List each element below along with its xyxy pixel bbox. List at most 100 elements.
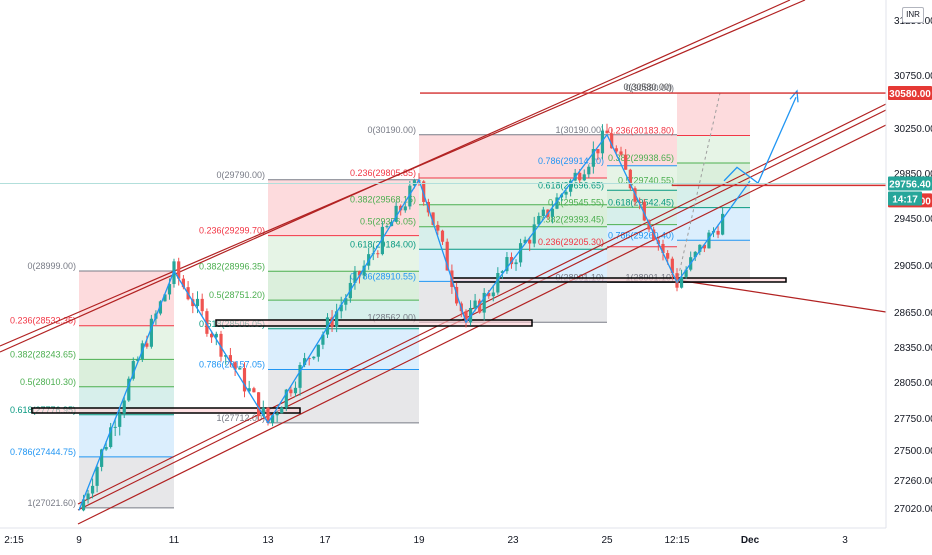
candle-body: [380, 226, 384, 255]
fib-band: [419, 134, 607, 178]
dashed-projection-line[interactable]: [676, 92, 721, 283]
candle-body: [362, 265, 366, 276]
price-tag[interactable]: [888, 86, 932, 101]
time-tick-label: 12:15: [664, 535, 689, 546]
candle-body: [500, 271, 504, 274]
candle-body: [440, 230, 445, 242]
trend-channel-line[interactable]: [77, 103, 887, 505]
candle-body: [652, 229, 656, 241]
candle-body: [569, 180, 573, 192]
candle-body: [505, 257, 509, 272]
fib-level-label: 0.236(29299.70): [199, 226, 265, 236]
candle-body: [578, 172, 582, 181]
fib-level-label: 0(30190.00): [367, 125, 416, 135]
fib-level-label: 0.236(29805.85): [350, 168, 416, 178]
support-zone-box[interactable]: [215, 319, 533, 327]
time-tick-label: 9: [76, 535, 82, 546]
fib-band: [268, 271, 419, 301]
fib-band: [607, 165, 677, 191]
time-tick-label: 25: [601, 535, 613, 546]
candle-body: [270, 415, 275, 424]
candle-body: [647, 220, 651, 230]
candle-body: [307, 358, 311, 360]
projection-path[interactable]: [723, 96, 797, 185]
fib-level-label: 0.786(29914.20): [538, 156, 604, 166]
price-tick-label: 28350.00: [894, 343, 932, 354]
candle-body: [642, 201, 646, 221]
time-tick-label: 17: [319, 535, 331, 546]
fib-level-label: 0.786(28910.55): [350, 271, 416, 281]
price-axis-background: [886, 0, 932, 550]
countdown-label: 14:17: [892, 195, 918, 206]
candle-body: [321, 334, 325, 345]
candle-body: [191, 299, 195, 307]
price-tag-label: 30580.00: [889, 89, 931, 100]
candle-body: [528, 239, 532, 244]
zigzag-layer[interactable]: [78, 89, 799, 511]
candle-body: [403, 206, 407, 211]
trend-channel-line[interactable]: [0, 0, 806, 347]
candle-body: [716, 230, 720, 235]
price-tag[interactable]: [888, 176, 932, 191]
price-tick-label: 27260.00: [894, 476, 932, 487]
time-tick-label: 19: [413, 535, 425, 546]
fib-level-label: 0.5(28751.20): [209, 290, 265, 300]
candle-body: [464, 311, 468, 323]
candle-body: [514, 262, 518, 265]
candle-body: [104, 446, 108, 450]
price-tick-label: 30750.00: [894, 71, 932, 82]
fib-level-label: 0(30580.00): [625, 83, 674, 93]
fib-band: [79, 270, 174, 326]
price-tick-label: 29850.00: [894, 169, 932, 180]
time-tick-label: 2:15: [4, 535, 24, 546]
candle-body: [261, 407, 265, 417]
fib-level-label: 0.786(29260.40): [608, 230, 674, 240]
trend-channel-line[interactable]: [77, 109, 887, 511]
candle-body: [619, 151, 623, 155]
zigzag-wave-line[interactable]: [78, 133, 751, 511]
horizontal-lines-layer[interactable]: 0(30580.00): [0, 82, 886, 187]
support-zone-box[interactable]: [31, 407, 301, 414]
candle-body: [564, 191, 568, 195]
candle-body: [628, 169, 632, 189]
fib-retracement-layer[interactable]: 0(28999.00) 0.236(28532.35) 0.382(28243.65…: [10, 83, 750, 509]
fib-level-label: 0.236(28532.35): [10, 316, 76, 326]
fib-level-label: 1(27712.00): [216, 413, 265, 423]
candle-body: [266, 407, 270, 424]
fib-band: [677, 93, 750, 136]
candle-body: [596, 149, 600, 154]
candle-body: [252, 388, 256, 393]
candle-body: [163, 294, 167, 302]
trend-channel-layer[interactable]: [0, 0, 887, 525]
fib-level-label: 0.382(28996.35): [199, 261, 265, 271]
candle-body: [518, 243, 523, 263]
fib-band: [677, 185, 750, 208]
fib-band: [268, 235, 419, 272]
countdown-tag: [888, 191, 922, 206]
projection-arrowhead: [789, 89, 799, 103]
candle-body: [177, 261, 181, 279]
candle-body: [582, 174, 586, 181]
currency-badge[interactable]: INR: [902, 7, 924, 23]
price-tick-label: 27750.00: [894, 414, 932, 425]
trend-channel-line[interactable]: [676, 279, 887, 313]
fib-band: [268, 179, 419, 236]
candle-body: [537, 216, 541, 225]
candle-body: [491, 292, 495, 297]
candle-body: [707, 232, 711, 249]
candle-body: [670, 258, 674, 274]
candle-body: [95, 466, 99, 486]
fib-band: [607, 190, 677, 208]
candle-body: [242, 368, 247, 392]
candle-body: [167, 284, 172, 295]
candle-body: [473, 300, 477, 308]
candle-body: [298, 364, 302, 388]
candle-body: [591, 149, 595, 167]
fib-band: [677, 240, 750, 283]
fib-level-label: 1(30190.00): [555, 125, 604, 135]
fib-band: [677, 163, 750, 186]
candle-body: [312, 356, 316, 359]
fib-level-label: 0.382(29568.15): [350, 195, 416, 205]
